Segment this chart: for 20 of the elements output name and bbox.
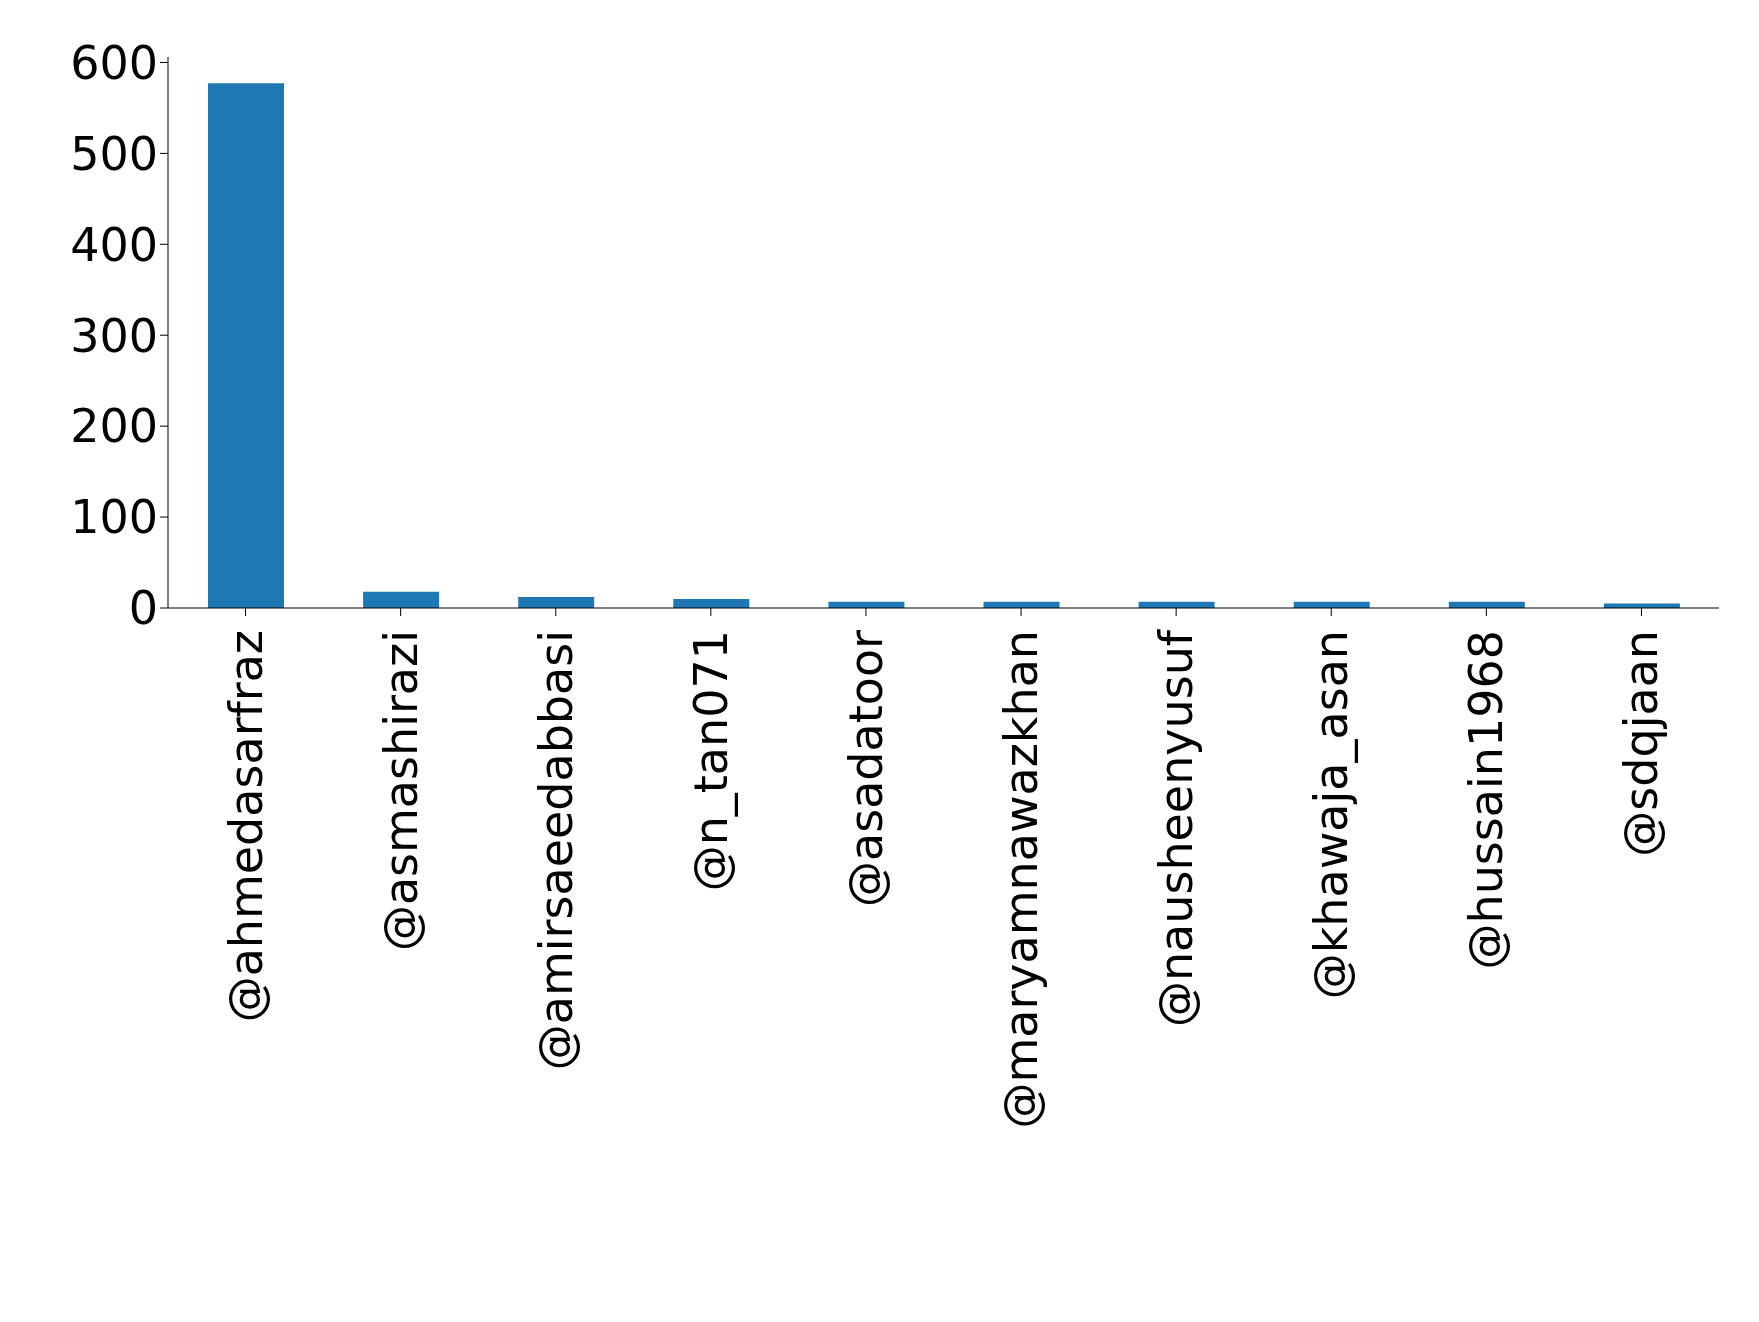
y-tick-label: 600 xyxy=(70,35,158,90)
x-tick-label: @asadatoor xyxy=(838,629,893,907)
y-tick-label: 500 xyxy=(70,126,158,181)
bar xyxy=(208,83,284,608)
x-tick-label: @sdqjaan xyxy=(1614,630,1669,857)
x-tick-label: @amirsaeedabbasi xyxy=(528,630,583,1071)
x-tick-label: @ahmedasarfraz xyxy=(218,630,273,1023)
x-tick-label: @khawaja_asan xyxy=(1304,630,1359,1000)
y-tick-label: 0 xyxy=(128,581,158,636)
x-tick-label: @maryamnawazkhan xyxy=(994,630,1049,1129)
bar xyxy=(363,591,440,608)
x-tick-label: @n_tan071 xyxy=(683,630,738,892)
y-tick-label: 100 xyxy=(70,490,158,545)
bar xyxy=(518,597,595,608)
x-tick-label: @nausheenyusuf xyxy=(1149,628,1204,1028)
x-tick-label: @asmashirazi xyxy=(373,630,428,952)
y-tick-label: 300 xyxy=(70,308,158,363)
y-tick-label: 400 xyxy=(70,217,158,272)
x-tick-label: @hussain1968 xyxy=(1459,630,1514,970)
y-tick-label: 200 xyxy=(70,399,158,454)
